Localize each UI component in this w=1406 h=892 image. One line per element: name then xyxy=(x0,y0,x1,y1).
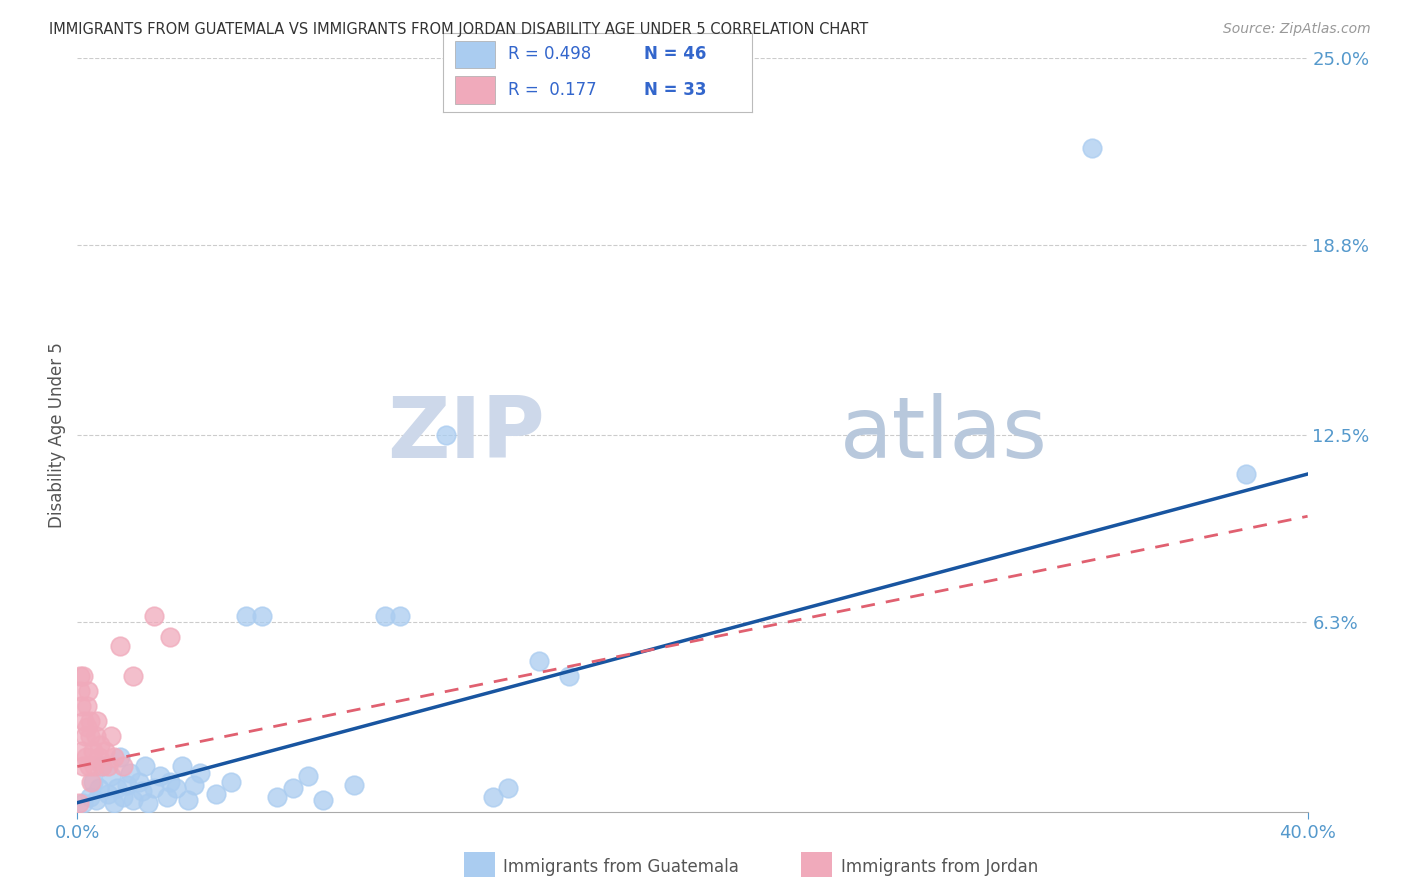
Point xyxy=(134,759,156,773)
Point xyxy=(343,778,366,792)
Bar xyxy=(456,76,495,103)
Point xyxy=(83,759,105,773)
Point xyxy=(155,789,177,804)
Bar xyxy=(456,41,495,69)
Point xyxy=(70,699,93,714)
Text: N = 46: N = 46 xyxy=(644,45,706,63)
Point xyxy=(496,780,519,795)
Point xyxy=(73,730,96,744)
Point xyxy=(266,789,288,804)
Point xyxy=(87,750,110,764)
Point xyxy=(190,765,212,780)
Point xyxy=(204,787,226,801)
Point xyxy=(281,780,304,795)
Point xyxy=(436,428,458,442)
Point xyxy=(159,630,181,644)
Text: Source: ZipAtlas.com: Source: ZipAtlas.com xyxy=(1223,22,1371,37)
Point xyxy=(76,720,98,734)
Point xyxy=(77,684,100,698)
Point xyxy=(312,792,335,806)
Text: R =  0.177: R = 0.177 xyxy=(508,80,596,98)
Point xyxy=(82,744,104,758)
Point xyxy=(297,768,319,782)
Point xyxy=(75,750,97,764)
Point xyxy=(143,608,166,623)
Point xyxy=(80,774,103,789)
Point xyxy=(79,789,101,804)
Point xyxy=(76,699,98,714)
Point xyxy=(527,654,550,668)
Point xyxy=(235,608,257,623)
Point xyxy=(110,639,132,653)
Point xyxy=(103,796,125,810)
Point xyxy=(110,750,132,764)
Point xyxy=(219,774,242,789)
Point xyxy=(67,796,90,810)
Point xyxy=(72,796,94,810)
Text: Immigrants from Guatemala: Immigrants from Guatemala xyxy=(503,858,740,876)
Point xyxy=(77,759,100,773)
Point xyxy=(69,669,91,683)
Point xyxy=(115,778,138,792)
Point xyxy=(105,780,128,795)
Point xyxy=(69,684,91,698)
Point xyxy=(118,765,141,780)
Point xyxy=(1234,467,1257,481)
Point xyxy=(70,744,93,758)
Point xyxy=(177,792,200,806)
Text: N = 33: N = 33 xyxy=(644,80,706,98)
Point xyxy=(79,714,101,729)
Point xyxy=(112,759,135,773)
Point xyxy=(165,780,187,795)
Text: R = 0.498: R = 0.498 xyxy=(508,45,591,63)
Point xyxy=(84,792,107,806)
Point xyxy=(103,750,125,764)
Point xyxy=(183,778,205,792)
Point xyxy=(73,714,96,729)
Point xyxy=(121,792,143,806)
Point xyxy=(94,744,117,758)
Point xyxy=(82,774,104,789)
Text: IMMIGRANTS FROM GUATEMALA VS IMMIGRANTS FROM JORDAN DISABILITY AGE UNDER 5 CORRE: IMMIGRANTS FROM GUATEMALA VS IMMIGRANTS … xyxy=(49,22,869,37)
Text: atlas: atlas xyxy=(841,393,1047,476)
Point xyxy=(112,789,135,804)
Point xyxy=(72,759,94,773)
Point xyxy=(136,796,159,810)
Point xyxy=(481,789,503,804)
Point xyxy=(87,780,110,795)
Point xyxy=(86,714,108,729)
Point xyxy=(97,759,120,773)
Point xyxy=(389,608,412,623)
Point xyxy=(97,787,120,801)
Point xyxy=(90,759,114,773)
Point xyxy=(143,780,166,795)
Point xyxy=(79,730,101,744)
Text: Immigrants from Jordan: Immigrants from Jordan xyxy=(841,858,1038,876)
Point xyxy=(1081,141,1104,155)
Point xyxy=(90,759,114,773)
Point xyxy=(250,608,273,623)
Y-axis label: Disability Age Under 5: Disability Age Under 5 xyxy=(48,342,66,528)
Point xyxy=(84,730,107,744)
Point xyxy=(100,768,122,782)
Point xyxy=(121,669,143,683)
Point xyxy=(159,774,181,789)
Point xyxy=(89,739,111,753)
Point xyxy=(100,730,122,744)
Point xyxy=(131,783,153,797)
Point xyxy=(72,669,94,683)
Point xyxy=(170,759,193,773)
Text: ZIP: ZIP xyxy=(387,393,546,476)
Point xyxy=(149,768,172,782)
Point xyxy=(128,774,150,789)
Point xyxy=(558,669,581,683)
Point xyxy=(374,608,396,623)
